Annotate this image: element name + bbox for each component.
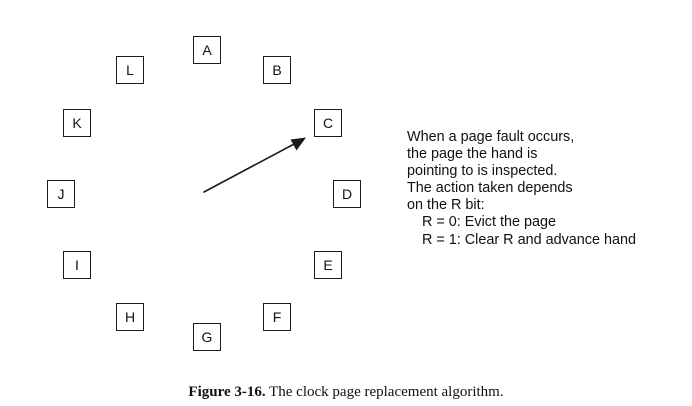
- page-frame-h-label: H: [124, 309, 136, 325]
- page-frame-l: L: [116, 56, 144, 84]
- page-frame-a: A: [193, 36, 221, 64]
- rule-r-equals-1: R = 1: Clear R and advance hand: [422, 231, 636, 248]
- page-frame-f: F: [263, 303, 291, 331]
- page-frame-b-label: B: [272, 62, 282, 78]
- page-frame-j: J: [47, 180, 75, 208]
- figure-caption: Figure 3-16. The clock page replacement …: [0, 383, 692, 401]
- page-frame-h: H: [116, 303, 144, 331]
- page-frame-f-label: F: [272, 309, 282, 325]
- rule-r-equals-0: R = 0: Evict the page: [422, 214, 556, 231]
- figure-caption-text: The clock page replacement algorithm.: [269, 384, 504, 400]
- page-frame-e-label: E: [323, 257, 333, 273]
- explanation-line: on the R bit:: [407, 197, 485, 214]
- explanation-text: When a page fault occurs, the page the h…: [407, 129, 687, 249]
- explanation-line: pointing to is inspected.: [407, 163, 558, 180]
- page-frame-d-label: D: [341, 186, 353, 202]
- page-frame-e: E: [314, 251, 342, 279]
- page-frame-l-label: L: [126, 62, 134, 78]
- explanation-line: When a page fault occurs,: [407, 129, 575, 145]
- figure-label: Figure 3-16.: [188, 384, 266, 400]
- explanation-line: The action taken depends: [407, 180, 573, 197]
- clock-hand-arrowhead: [290, 137, 306, 151]
- page-frame-d: D: [333, 180, 361, 208]
- page-frame-k: K: [63, 109, 91, 137]
- page-frame-c-label: C: [322, 115, 334, 131]
- page-frame-c: C: [314, 109, 342, 137]
- page-frame-g-label: G: [201, 329, 213, 345]
- page-frame-g: G: [193, 323, 221, 351]
- explanation-line: the page the hand is: [407, 146, 538, 163]
- page-frame-b: B: [263, 56, 291, 84]
- page-frame-i: I: [63, 251, 91, 279]
- page-frame-a-label: A: [202, 42, 212, 58]
- page-frame-k-label: K: [72, 115, 82, 131]
- page-frame-j-label: J: [57, 186, 65, 202]
- clock-hand-shaft: [203, 142, 297, 193]
- page-frame-i-label: I: [75, 257, 79, 273]
